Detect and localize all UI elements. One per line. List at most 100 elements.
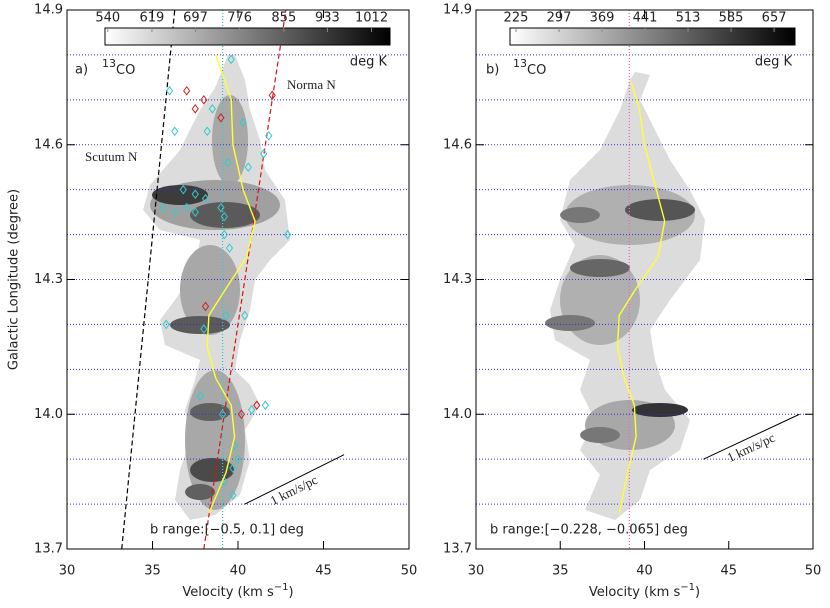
colorbar-tick-label: 657 (762, 11, 787, 26)
maser-marker (191, 103, 199, 114)
maser-marker (218, 409, 227, 420)
maser-marker (191, 207, 199, 217)
emission-contours-b (545, 72, 705, 520)
x-axis-label-part: ) (288, 585, 293, 600)
maser-marker (196, 391, 205, 402)
y-tick-label: 14.6 (34, 137, 63, 152)
b-range-label: b range:[−0.5, 0.1] deg (150, 523, 304, 538)
emission-contour (580, 427, 620, 443)
colorbar-tick-label: 513 (676, 11, 701, 26)
colorbar (104, 27, 391, 46)
maser-marker (201, 301, 210, 312)
panel-label: b) (486, 63, 499, 78)
y-tick-label: 14.3 (34, 272, 63, 287)
colorbar-tick-label: 441 (633, 11, 658, 26)
tracer-isotope: 13 (513, 57, 527, 70)
scale-bar-label: 1 km/s/pc (725, 430, 778, 465)
emission-contour (170, 316, 230, 334)
emission-contour (632, 403, 688, 417)
x-axis-label-part: Velocity (km s (589, 585, 681, 600)
maser-marker (162, 319, 170, 330)
tracer-label: 13CO (102, 57, 135, 78)
maser-marker (225, 243, 234, 253)
maser-marker (229, 490, 237, 500)
x-tick-label: 35 (144, 564, 161, 579)
maser-marker (241, 310, 249, 321)
maser-marker (200, 95, 208, 105)
emission-contour (212, 95, 248, 185)
y-tick-label: 13.7 (34, 542, 63, 557)
y-tick-label: 14.9 (443, 3, 472, 18)
maser-marker (208, 103, 216, 114)
tracer-molecule: CO (116, 63, 135, 78)
y-tick-label: 14.0 (34, 407, 63, 422)
emission-contour (545, 315, 595, 331)
maser-marker (201, 193, 210, 204)
maser-marker (165, 86, 174, 96)
maser-marker (283, 229, 292, 240)
y-axis-label: Galactic Longitude (degree) (7, 189, 22, 370)
velocity-curve (616, 81, 666, 514)
arm-label: Norma N (287, 77, 336, 92)
colorbar-tick-label: 855 (271, 11, 296, 26)
maser-marker (253, 400, 261, 411)
x-axis-label-part: −1 (274, 582, 289, 593)
colorbar-tick-label: 776 (227, 11, 252, 26)
emission-contour (190, 458, 234, 482)
x-tick-label: 40 (636, 564, 653, 579)
maser-marker (237, 409, 246, 420)
x-tick-label: 50 (805, 564, 822, 579)
gradient-scale-bar (703, 413, 800, 460)
maser-marker (234, 454, 242, 464)
x-axis-label-part: −1 (680, 582, 695, 593)
maser-marker (200, 324, 208, 334)
maser-marker (224, 157, 232, 168)
maser-marker (217, 112, 225, 123)
maser-marker (171, 207, 179, 217)
maser-marker (220, 211, 228, 222)
tracer-molecule: CO (527, 63, 546, 78)
y-tick-label: 14.9 (34, 3, 63, 18)
colorbar-unit: deg K (755, 55, 793, 70)
maser-marker (248, 404, 256, 415)
x-axis-label: Velocity (km s−1) (182, 582, 293, 600)
maser-marker (239, 117, 247, 128)
x-tick-label: 50 (401, 564, 418, 579)
b-range-label: b range:[−0.228, −0.065] deg (490, 523, 688, 538)
colorbar-tick-label: 225 (504, 11, 529, 26)
x-tick-label: 45 (315, 564, 332, 579)
colorbar-tick-label: 933 (315, 11, 340, 26)
maser-marker (171, 126, 179, 137)
maser-marker (227, 54, 235, 65)
velocity-curve (206, 54, 256, 514)
emission-contour (190, 403, 230, 421)
spiral-arm (121, 9, 176, 550)
colorbar-tick-label: 585 (719, 11, 744, 26)
x-tick-label: 30 (468, 564, 485, 579)
maser-marker (229, 463, 237, 473)
colorbar-tick-label: 297 (547, 11, 572, 26)
colorbar-tick-label: 1012 (355, 11, 388, 26)
maser-marker (159, 202, 167, 213)
maser-marker (220, 229, 228, 240)
y-tick-label: 14.6 (443, 137, 472, 152)
spiral-arm (203, 9, 287, 550)
maser-marker (183, 86, 191, 96)
colorbar-unit: deg K (350, 55, 388, 70)
emission-contour (625, 199, 695, 221)
y-tick-label: 14.3 (443, 272, 472, 287)
colorbar-tick-label: 697 (183, 11, 208, 26)
colorbar-tick-label: 369 (590, 11, 615, 26)
maser-marker (261, 400, 269, 411)
maser-marker (203, 126, 211, 137)
scale-bar-label: 1 km/s/pc (268, 472, 320, 508)
emission-contour (560, 207, 600, 223)
maser-marker (268, 90, 276, 101)
colorbar-tick-label: 540 (95, 11, 120, 26)
maser-marker (191, 189, 199, 199)
arm-label: Scutum N (85, 149, 138, 164)
maser-marker (260, 148, 268, 159)
panel-label: a) (75, 63, 88, 78)
